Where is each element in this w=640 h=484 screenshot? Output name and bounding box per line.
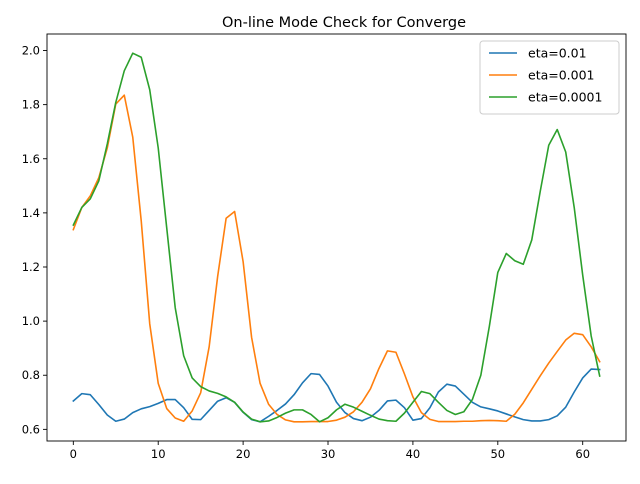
legend-label-2: eta=0.0001 [528,90,602,105]
y-tick-label: 1.8 [22,98,40,112]
series-line-2 [72,52,601,423]
plot-frame [46,33,627,442]
x-tick-label: 40 [406,447,421,461]
y-tick-label: 1.2 [22,260,40,274]
y-tick-label: 2.0 [22,44,40,58]
x-tick-label: 20 [236,447,251,461]
x-tick-label: 50 [490,447,505,461]
axes-layer: 0 10 20 30 40 50 60 0.6 0.8 1.0 1.2 1.4 1.6 1.8 2.0 [22,33,627,461]
legend-label-0: eta=0.01 [528,46,587,61]
x-tick-label: 60 [575,447,590,461]
x-tick-label: 0 [70,447,77,461]
legend: eta=0.01 eta=0.001 eta=0.0001 [479,40,620,115]
chart-title: On-line Mode Check for Converge [222,15,466,31]
y-tick-label: 0.6 [22,422,40,436]
y-tick-label: 0.8 [22,368,40,382]
x-tick-label: 10 [151,447,166,461]
y-tick-label: 1.6 [22,152,40,166]
x-tick-label: 30 [321,447,336,461]
series-line-1 [72,94,601,423]
y-tick-label: 1.4 [22,206,40,220]
legend-box [479,40,620,115]
y-tick-label: 1.0 [22,314,40,328]
legend-label-1: eta=0.001 [528,68,595,83]
series-layer [72,52,601,423]
